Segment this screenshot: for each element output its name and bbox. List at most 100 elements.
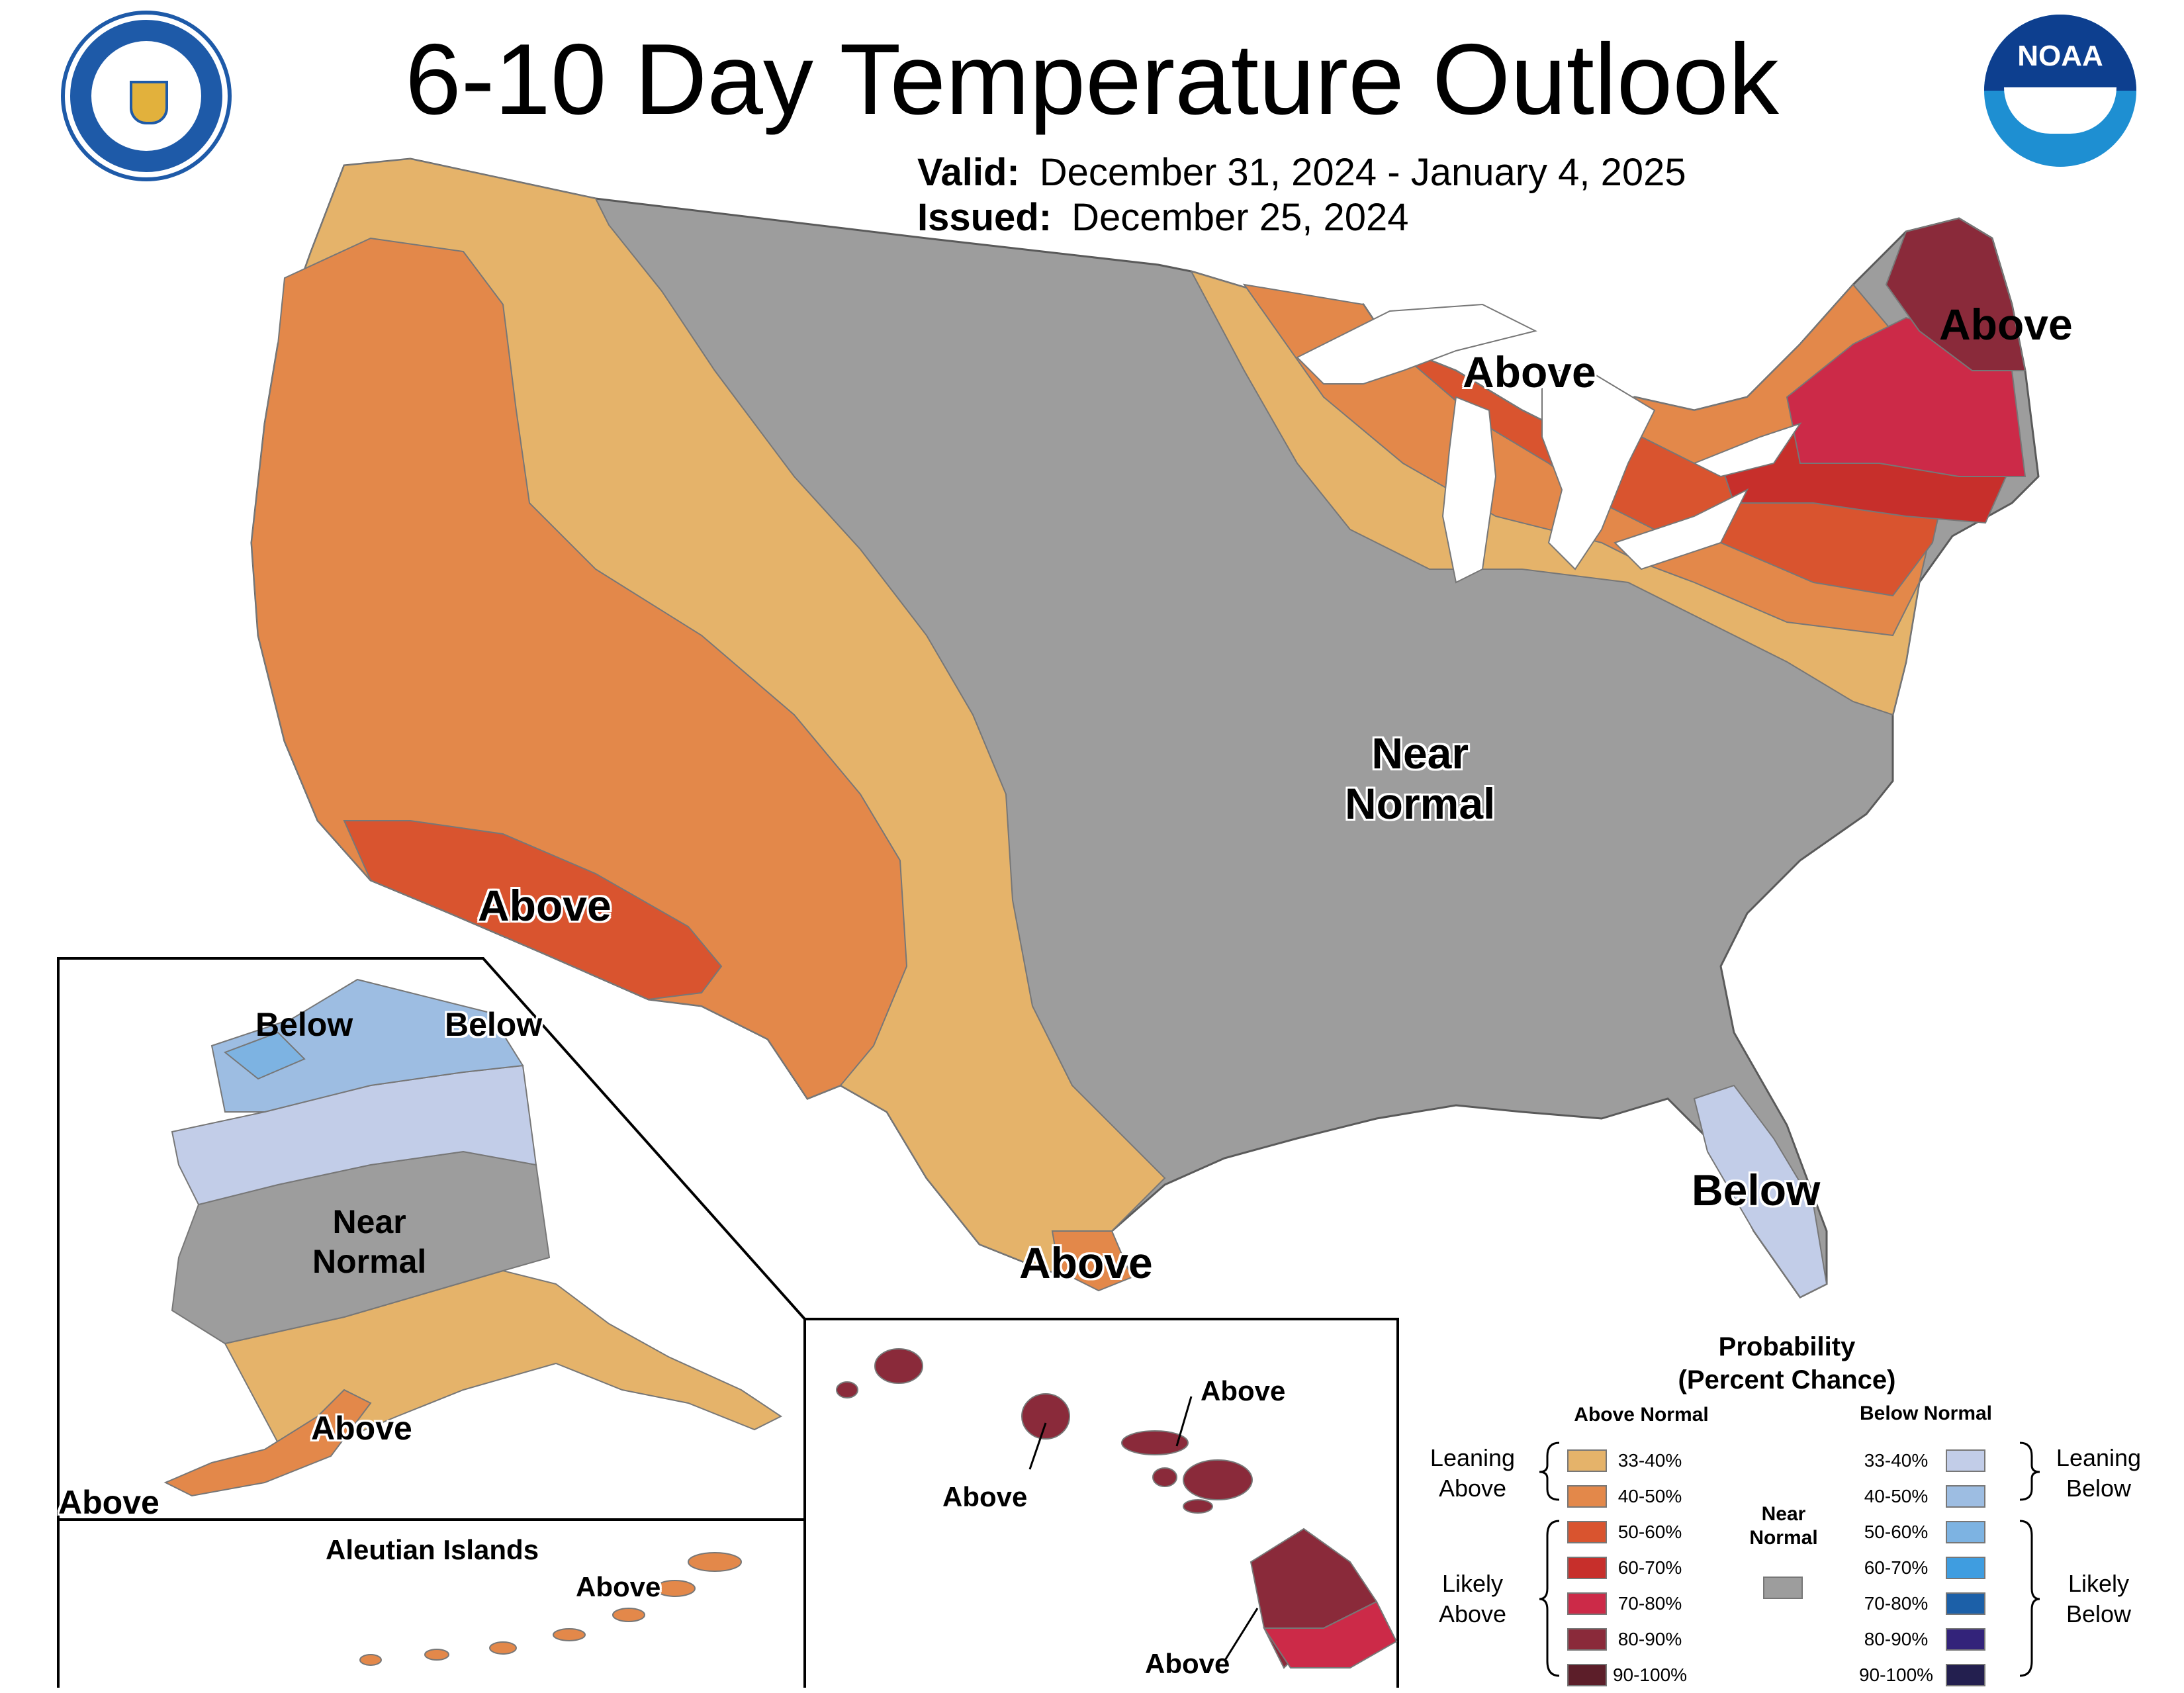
label-central-line2: Normal	[1345, 779, 1496, 828]
alaska-below-40-50-area	[210, 978, 524, 1113]
south-texas-above-area	[1051, 1230, 1133, 1292]
legend-above-item: 33-40%	[1567, 1443, 1693, 1479]
label-florida: Below	[1692, 1166, 1821, 1214]
legend-below-swatch	[1946, 1521, 1985, 1543]
legend-below-range: 80-90%	[1864, 1629, 1929, 1649]
legend-likely-below-line2: Below	[2066, 1600, 2132, 1627]
legend-above-swatch	[1567, 1628, 1607, 1651]
legend-below-range: 90-100%	[1858, 1665, 1934, 1685]
issued-label: Issued:	[917, 196, 1052, 239]
commerce-seal-logo	[65, 15, 228, 177]
legend-near-label: Near Normal	[1734, 1502, 1833, 1550]
legend-below-item: 90-100%	[1846, 1657, 1985, 1693]
legend-above-item: 40-50%	[1567, 1479, 1693, 1514]
legend-below-swatch	[1946, 1485, 1985, 1508]
legend-above-swatch	[1567, 1592, 1607, 1615]
alaska-label-near: Near Normal	[312, 1202, 426, 1281]
aleutian-title: Aleutian Islands	[326, 1534, 539, 1565]
legend-likely-above-line2: Above	[1438, 1600, 1507, 1627]
legend-right-braces	[2019, 1441, 2040, 1677]
label-great-lakes: Above	[1463, 347, 1596, 396]
legend-title-line1: Probability	[1718, 1332, 1856, 1361]
valid-value: December 31, 2024 - January 4, 2025	[1039, 151, 1686, 194]
alaska-below-50-60-area	[224, 1031, 306, 1080]
legend-above-range: 60-70%	[1617, 1557, 1682, 1578]
label-south-texas: Above	[1019, 1238, 1153, 1287]
label-central-line1: Near	[1371, 729, 1469, 778]
hawaii-islands-shapes	[836, 1348, 1398, 1669]
alaska-label-below-west: Below	[255, 1006, 353, 1043]
legend-below-swatch	[1946, 1557, 1985, 1579]
seal-inner	[91, 41, 201, 151]
legend-above-swatch	[1567, 1485, 1607, 1508]
legend-below-range: 70-80%	[1864, 1593, 1929, 1614]
legend-above-swatch	[1567, 1449, 1607, 1472]
legend-above-range: 90-100%	[1612, 1665, 1688, 1685]
legend-below-list: 33-40% 40-50% 50-60% 60-70% 70-80% 80-90…	[1846, 1443, 1985, 1693]
legend-below-item: 40-50%	[1846, 1479, 1985, 1514]
legend-likely-below: Likely Below	[2042, 1569, 2155, 1629]
legend-above-header: Above Normal	[1574, 1404, 1709, 1426]
alaska-label-near-line1: Near	[332, 1203, 406, 1240]
hawaii-leader-lines	[1028, 1396, 1259, 1662]
legend-near-line2: Normal	[1749, 1527, 1818, 1549]
legend-below-header: Below Normal	[1859, 1402, 1993, 1424]
legend-title: Probability (Percent Chance)	[1602, 1330, 1972, 1396]
legend-left-braces	[1539, 1441, 1560, 1677]
legend-likely-above: Likely Above	[1416, 1569, 1529, 1629]
page-title: 6-10 Day Temperature Outlook	[405, 23, 1779, 136]
legend-below-swatch	[1946, 1449, 1985, 1472]
label-central: Near Normal	[1345, 728, 1495, 829]
legend-above-range: 40-50%	[1617, 1486, 1682, 1506]
legend-above-range: 70-80%	[1617, 1593, 1682, 1614]
legend-leaning-above-line2: Above	[1438, 1475, 1507, 1502]
legend-above-item: 80-90%	[1567, 1622, 1693, 1657]
legend-above-swatch	[1567, 1557, 1607, 1579]
seal-shield-icon	[130, 81, 168, 124]
legend-leaning-above-line1: Leaning	[1430, 1444, 1516, 1471]
noaa-logo: NOAA	[1984, 15, 2136, 167]
issued-value: December 25, 2024	[1071, 196, 1409, 239]
legend-leaning-below-line1: Leaning	[2056, 1444, 2142, 1471]
legend-above-swatch	[1567, 1664, 1607, 1686]
legend-below-swatch	[1946, 1628, 1985, 1651]
alaska-above-40-50-area	[163, 1389, 372, 1497]
noaa-logo-text: NOAA	[2017, 40, 2103, 72]
aleutian-label-above: Above	[576, 1571, 661, 1602]
legend-near-swatch	[1763, 1577, 1803, 1599]
legend-above-swatch	[1567, 1521, 1607, 1543]
hawaii-label-above-oahu: Above	[942, 1481, 1028, 1512]
legend-leaning-below: Leaning Below	[2042, 1443, 2155, 1504]
legend-likely-below-line1: Likely	[2068, 1570, 2130, 1597]
legend-above-range: 33-40%	[1617, 1450, 1682, 1471]
aleutian-islands-shapes	[359, 1552, 742, 1666]
legend-above-item: 50-60%	[1567, 1514, 1693, 1550]
legend-leaning-above: Leaning Above	[1416, 1443, 1529, 1504]
legend-above-item: 90-100%	[1567, 1657, 1693, 1693]
southwest-above-50-60-area	[343, 820, 723, 1001]
alaska-label-below-east: Below	[445, 1006, 543, 1043]
legend-above-item: 70-80%	[1567, 1586, 1693, 1622]
alaska-label-above-south: Above	[311, 1410, 412, 1447]
legend-above-range: 80-90%	[1617, 1629, 1682, 1649]
legend-above-list: 33-40% 40-50% 50-60% 60-70% 70-80% 80-90…	[1567, 1443, 1693, 1693]
legend-below-range: 33-40%	[1864, 1450, 1929, 1471]
valid-dates-row: Valid: December 31, 2024 - January 4, 202…	[917, 150, 1686, 196]
legend-below-item: 80-90%	[1846, 1622, 1985, 1657]
legend-below-item: 60-70%	[1846, 1550, 1985, 1586]
legend-below-item: 50-60%	[1846, 1514, 1985, 1550]
alaska-label-near-line2: Normal	[312, 1243, 427, 1280]
legend-above-range: 50-60%	[1617, 1522, 1682, 1542]
label-northeast: Above	[1939, 300, 2073, 349]
legend-near-line1: Near	[1761, 1503, 1806, 1525]
legend-below-swatch	[1946, 1664, 1985, 1686]
noaa-gull-icon	[2004, 87, 2116, 134]
valid-label: Valid:	[917, 151, 1020, 194]
maine-above-80-90-area	[1885, 217, 2026, 371]
legend-below-item: 33-40%	[1846, 1443, 1985, 1479]
legend-likely-above-line1: Likely	[1441, 1570, 1504, 1597]
legend-title-line2: (Percent Chance)	[1678, 1365, 1896, 1395]
legend-below-swatch	[1946, 1592, 1985, 1615]
legend-above-item: 60-70%	[1567, 1550, 1693, 1586]
